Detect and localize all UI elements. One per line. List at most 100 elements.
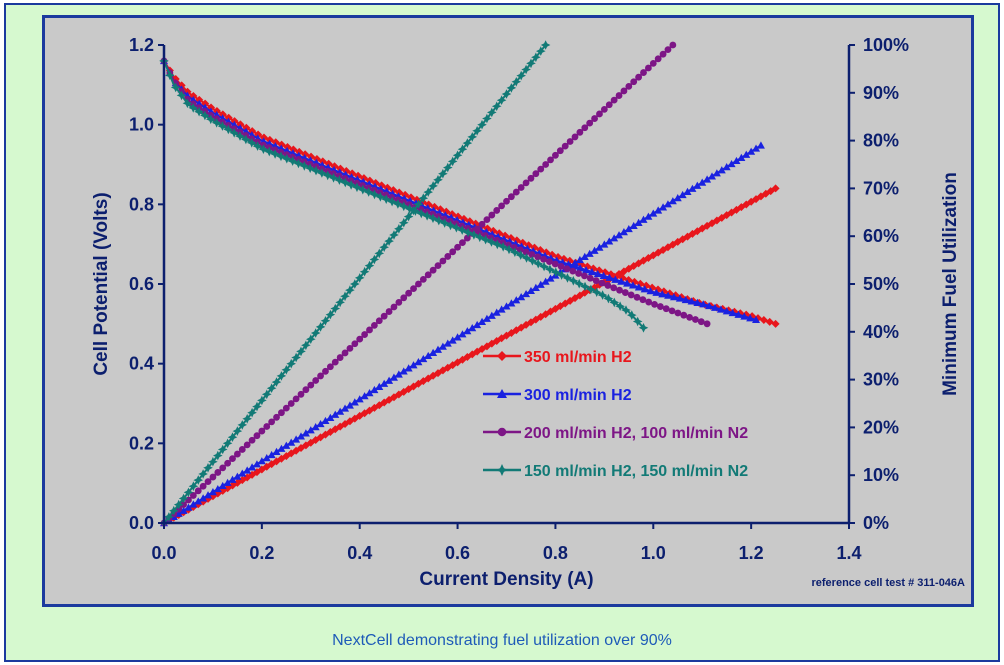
utilization-point bbox=[296, 346, 306, 357]
utilization-point bbox=[619, 228, 628, 236]
polarization-point bbox=[211, 118, 222, 128]
utilization-point bbox=[498, 202, 506, 210]
chart-panel: 0.0 0.2 0.4 0.6 0.8 1.0 1.2 1.4 0.0 0.2 0.4 0.6 0.8 1… bbox=[42, 15, 974, 607]
utilization-point bbox=[447, 156, 458, 167]
utilization-point bbox=[586, 119, 594, 127]
polarization-point bbox=[716, 305, 725, 313]
utilization-point bbox=[552, 151, 559, 159]
legend-label: 300 ml/min H2 bbox=[524, 387, 632, 404]
utilization-point bbox=[257, 395, 267, 406]
polarization-point bbox=[486, 237, 497, 247]
polarization-point bbox=[562, 273, 573, 283]
utilization-point bbox=[316, 419, 325, 428]
polarization-point bbox=[428, 213, 438, 223]
polarization-point bbox=[533, 258, 543, 269]
utilization-point bbox=[326, 413, 335, 421]
polarization-point bbox=[576, 264, 585, 272]
utilization-point bbox=[737, 153, 746, 161]
utilization-point bbox=[169, 505, 179, 516]
utilization-point bbox=[414, 358, 423, 366]
utilization-point bbox=[369, 254, 380, 265]
utilization-point bbox=[472, 126, 482, 136]
utilization-point bbox=[345, 401, 354, 409]
utilization-point bbox=[444, 253, 452, 260]
polarization-point bbox=[387, 196, 397, 207]
polarization-point bbox=[271, 138, 280, 147]
utilization-point bbox=[615, 231, 624, 239]
x-tick-label: 0.2 bbox=[249, 543, 274, 563]
utilization-point bbox=[252, 401, 262, 412]
x-tick-label: 0.6 bbox=[445, 543, 470, 563]
chart-svg: 0.0 0.2 0.4 0.6 0.8 1.0 1.2 1.4 0.0 0.2 0.4 0.6 0.8 1… bbox=[91, 35, 965, 590]
polarization-point bbox=[656, 303, 664, 310]
figure-caption: NextCell demonstrating fuel utilization … bbox=[332, 632, 672, 649]
utilization-point bbox=[364, 260, 375, 271]
utilization-point bbox=[398, 217, 409, 228]
utilization-point bbox=[488, 211, 496, 219]
utilization-point bbox=[322, 367, 329, 375]
utilization-point bbox=[722, 163, 731, 171]
utilization-point bbox=[218, 481, 227, 490]
utilization-point bbox=[747, 147, 756, 155]
utilization-point bbox=[487, 107, 497, 118]
utilization-point bbox=[325, 309, 336, 320]
polarization-point bbox=[610, 284, 618, 292]
polarization-point bbox=[521, 253, 532, 263]
utilization-point bbox=[625, 82, 633, 90]
utilization-point bbox=[410, 285, 417, 292]
utilization-point bbox=[385, 376, 394, 384]
utilization-point bbox=[496, 95, 507, 105]
polarization-point bbox=[229, 128, 239, 138]
polarization-point bbox=[638, 323, 649, 333]
utilization-point bbox=[224, 459, 232, 467]
utilization-point bbox=[517, 293, 526, 301]
utilization-point bbox=[659, 203, 668, 211]
utilization-point bbox=[173, 499, 184, 510]
polarization-point bbox=[528, 251, 536, 258]
polarization-point bbox=[746, 314, 755, 322]
utilization-point bbox=[443, 339, 452, 347]
polarization-point bbox=[639, 296, 647, 304]
utilization-point bbox=[585, 249, 594, 257]
utilization-point bbox=[297, 390, 305, 398]
y2-tick-label: 80% bbox=[863, 131, 899, 151]
polarization-point bbox=[611, 275, 620, 283]
polarization-point bbox=[593, 269, 602, 278]
utilization-point bbox=[237, 420, 248, 430]
utilization-point bbox=[194, 497, 203, 505]
utilization-point bbox=[359, 266, 370, 277]
utilization-point bbox=[390, 303, 398, 311]
polarization-point bbox=[246, 138, 257, 148]
polarization-point bbox=[363, 187, 374, 197]
polarization-point bbox=[551, 260, 559, 268]
polarization-point bbox=[597, 290, 608, 300]
polarization-point bbox=[652, 288, 661, 296]
polarization-point bbox=[662, 305, 670, 313]
utilization-point bbox=[361, 331, 369, 338]
polarization-point bbox=[623, 279, 632, 287]
polarization-point bbox=[346, 180, 356, 190]
utilization-point bbox=[507, 299, 516, 307]
utilization-point bbox=[752, 144, 761, 152]
polarization-point bbox=[342, 166, 351, 175]
utilization-point bbox=[315, 322, 326, 332]
utilization-point bbox=[252, 460, 261, 468]
polarization-point bbox=[592, 277, 600, 285]
utilization-point bbox=[497, 305, 506, 313]
series-layer bbox=[159, 40, 780, 528]
utilization-point bbox=[374, 248, 385, 259]
utilization-point bbox=[360, 392, 369, 400]
utilization-point bbox=[223, 478, 232, 486]
utilization-point bbox=[292, 435, 301, 443]
polarization-point bbox=[188, 103, 198, 113]
utilization-point bbox=[664, 46, 672, 53]
utilization-point bbox=[506, 83, 517, 93]
x-tick-label: 0.8 bbox=[543, 543, 568, 563]
polarization-point bbox=[516, 246, 524, 254]
legend-marker bbox=[496, 464, 508, 476]
polarization-point bbox=[241, 134, 251, 145]
utilization-point bbox=[566, 138, 574, 145]
utilization-point bbox=[208, 488, 217, 496]
legend-label: 350 ml/min H2 bbox=[524, 349, 632, 366]
utilization-point bbox=[438, 168, 448, 179]
